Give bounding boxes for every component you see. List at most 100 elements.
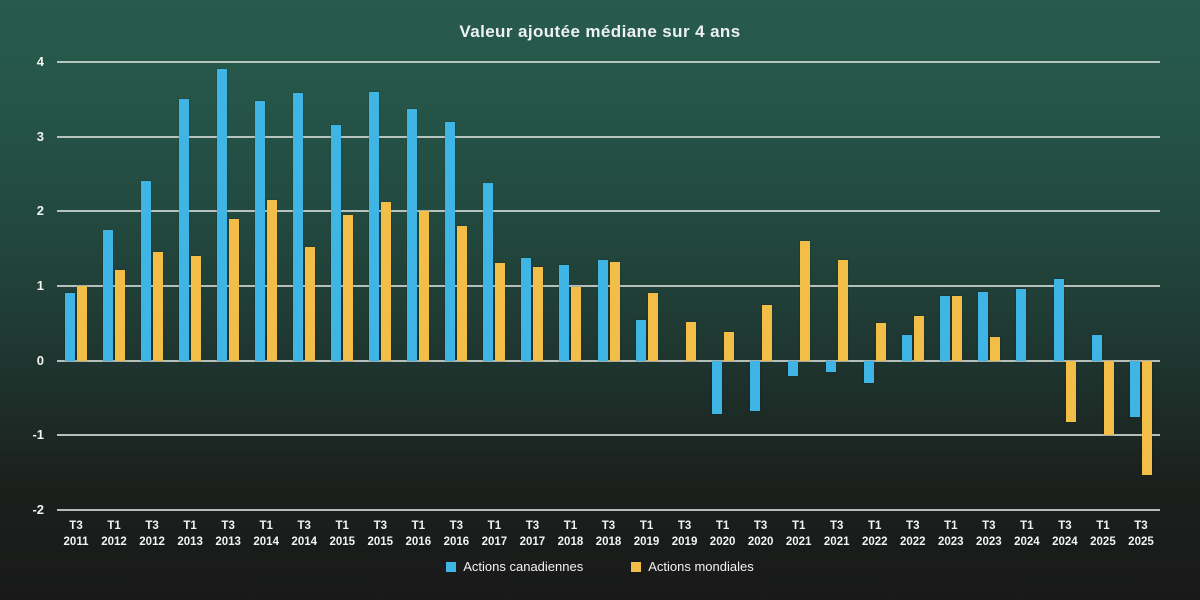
bar-mondiales-T1-2015 (343, 215, 354, 361)
gridline-3 (57, 135, 1160, 138)
bar-canadiennes-T1-2016 (407, 109, 418, 361)
plot-area (57, 61, 1160, 511)
gridline-4 (57, 61, 1160, 63)
x-tick-label: T1 2021 (785, 520, 812, 548)
x-tick-label: T3 2024 (1052, 520, 1078, 548)
bar-mondiales-T3-2024 (1065, 360, 1076, 422)
x-tick-label: T3 2016 (443, 520, 470, 548)
bar-canadiennes-T3-2016 (445, 121, 456, 361)
bar-canadiennes-T1-2025 (1091, 334, 1102, 361)
bar-mondiales-T1-2021 (799, 241, 810, 361)
gridline--1 (57, 434, 1160, 437)
bar-mondiales-T3-2022 (913, 315, 924, 361)
bar-mondiales-T1-2014 (267, 200, 278, 361)
bar-canadiennes-T3-2014 (293, 93, 304, 361)
bar-mondiales-T3-2023 (989, 336, 1000, 361)
bar-canadiennes-T1-2015 (331, 125, 342, 361)
legend-swatch-canadiennes-icon (446, 561, 457, 572)
y-tick-label: 2 (36, 203, 44, 219)
x-tick-label: T1 2018 (557, 520, 584, 548)
bar-mondiales-T3-2017 (533, 266, 544, 361)
x-tick-label: T1 2016 (405, 520, 432, 548)
x-tick-label: T1 2012 (101, 520, 127, 548)
bar-mondiales-T1-2022 (875, 323, 886, 361)
bar-mondiales-T3-2015 (381, 202, 392, 361)
bar-mondiales-T3-2012 (153, 252, 164, 361)
legend-item-actions-mondiales: Actions mondiales (631, 559, 754, 574)
bar-mondiales-T3-2011 (77, 286, 88, 361)
legend-label-actions-mondiales: Actions mondiales (648, 559, 754, 574)
y-tick-label: -2 (32, 502, 44, 517)
bar-canadiennes-T1-2020 (711, 360, 722, 415)
bar-canadiennes-T1-2021 (787, 360, 798, 376)
bar-canadiennes-T3-2018 (597, 259, 608, 361)
bar-mondiales-T3-2013 (229, 218, 240, 361)
bar-canadiennes-T3-2013 (217, 69, 228, 361)
bar-mondiales-T1-2017 (495, 262, 506, 361)
gridline--2 (57, 509, 1160, 511)
bar-canadiennes-T3-2020 (749, 360, 760, 411)
x-tick-label: T1 2020 (709, 520, 736, 548)
x-tick-label: T1 2017 (481, 520, 508, 548)
x-tick-label: T1 2024 (1014, 520, 1040, 548)
y-tick-label: 4 (36, 54, 44, 69)
bar-canadiennes-T3-2025 (1129, 360, 1140, 417)
y-tick-label: -1 (32, 427, 44, 443)
x-tick-label: T3 2015 (367, 520, 394, 548)
legend-item-actions-canadiennes: Actions canadiennes (446, 559, 583, 574)
legend-label-actions-canadiennes: Actions canadiennes (463, 559, 584, 574)
bar-canadiennes-T1-2018 (559, 265, 570, 361)
x-tick-label: T1 2013 (177, 520, 203, 548)
y-tick-label: 3 (36, 128, 44, 144)
bar-mondiales-T1-2012 (115, 269, 126, 361)
bar-canadiennes-T1-2017 (483, 182, 494, 361)
bar-canadiennes-T1-2019 (635, 319, 646, 361)
chart-title: Valeur ajoutée médiane sur 4 ans (459, 22, 741, 41)
x-tick-label: T3 2020 (747, 520, 774, 548)
bar-mondiales-T3-2018 (609, 262, 620, 361)
bar-canadiennes-T3-2022 (901, 334, 912, 361)
bar-canadiennes-T3-2015 (369, 91, 380, 361)
bar-canadiennes-T3-2011 (65, 293, 76, 361)
bar-mondiales-T3-2019 (685, 321, 696, 361)
bar-mondiales-T1-2018 (571, 287, 582, 361)
bar-mondiales-T1-2020 (723, 332, 734, 361)
x-tick-label: T3 2017 (519, 520, 546, 548)
bar-canadiennes-T1-2013 (179, 99, 190, 361)
legend: Actions canadiennes Actions mondiales (0, 559, 1200, 574)
y-tick-label: 0 (36, 352, 44, 368)
gridline-1 (57, 285, 1160, 287)
x-tick-label: T3 2014 (291, 520, 318, 548)
bar-mondiales-T1-2025 (1103, 360, 1114, 436)
x-tick-label: T1 2022 (861, 520, 888, 548)
x-tick-label: T1 2023 (938, 520, 964, 548)
x-tick-label: T3 2012 (139, 520, 165, 548)
legend-swatch-mondiales-icon (631, 561, 642, 572)
x-tick-label: T1 2025 (1090, 520, 1116, 548)
x-tick-label: T3 2023 (976, 520, 1002, 548)
bar-mondiales-T1-2016 (419, 211, 430, 361)
bar-mondiales-T3-2025 (1141, 360, 1152, 475)
x-tick-label: T1 2015 (329, 520, 356, 548)
x-tick-label: T1 2019 (633, 520, 660, 548)
bar-canadiennes-T3-2021 (825, 360, 836, 372)
bar-canadiennes-T3-2012 (141, 181, 152, 361)
bar-canadiennes-T1-2024 (1015, 288, 1026, 361)
gridline-0 (57, 359, 1160, 362)
bar-canadiennes-T3-2017 (521, 258, 532, 361)
bar-mondiales-T1-2023 (951, 295, 962, 361)
bar-mondiales-T3-2016 (457, 226, 468, 361)
x-tick-label: T3 2018 (595, 520, 622, 548)
bar-canadiennes-T3-2023 (977, 291, 988, 361)
x-tick-label: T3 2025 (1128, 520, 1154, 548)
bar-canadiennes-T1-2023 (939, 295, 950, 361)
bar-mondiales-T3-2021 (837, 259, 848, 361)
x-tick-label: T1 2014 (253, 520, 279, 548)
x-tick-label: T3 2021 (823, 520, 850, 548)
y-tick-label: 1 (36, 278, 44, 293)
x-tick-label: T3 2013 (215, 520, 241, 548)
bar-canadiennes-T1-2014 (255, 100, 266, 361)
x-tick-label: T3 2019 (671, 520, 698, 548)
bar-mondiales-T1-2013 (191, 256, 202, 361)
